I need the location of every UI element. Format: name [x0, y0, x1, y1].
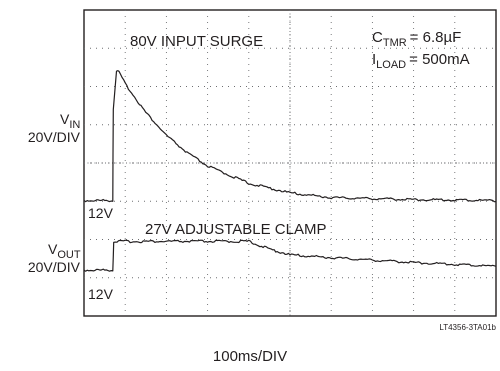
- vout-scale-label: 20V/DIV: [28, 259, 81, 275]
- graticule: [84, 10, 496, 316]
- ctmr-label: CTMR = 6.8µF: [372, 29, 461, 49]
- x-axis-label: 100ms/DIV: [212, 348, 288, 365]
- vout-trace: [83, 239, 497, 272]
- vout-baseline-label: 12V: [88, 286, 114, 302]
- vin-baseline-label: 12V: [88, 205, 114, 221]
- vout-channel-name: VOUT: [48, 241, 81, 261]
- vin-scale-label: 20V/DIV: [28, 129, 81, 145]
- vin-trace: [83, 70, 497, 203]
- traces: [83, 70, 497, 272]
- iload-label: ILOAD = 500mA: [372, 51, 470, 71]
- vin-channel-name: VIN: [60, 111, 80, 131]
- vout-event-label: 27V ADJUSTABLE CLAMP: [145, 221, 326, 238]
- vin-event-label: 80V INPUT SURGE: [130, 33, 263, 50]
- figure-id: LT4356-3TA01b: [439, 323, 496, 332]
